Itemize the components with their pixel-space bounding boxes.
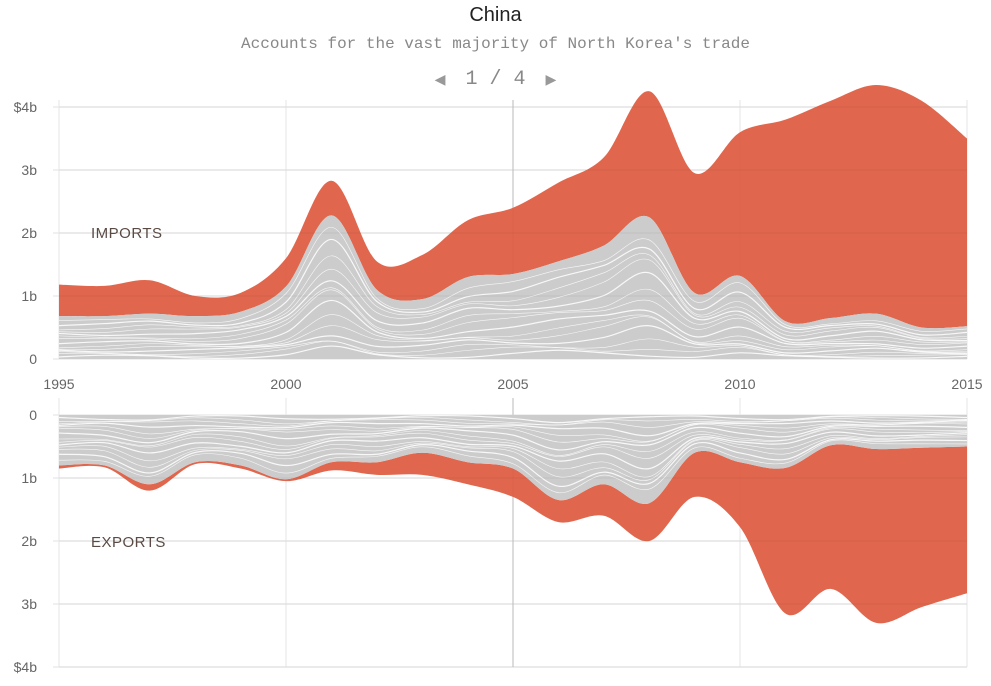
stratum-line: [58, 421, 968, 442]
stratum-line: [58, 426, 968, 456]
panel-label: IMPORTS: [91, 225, 163, 242]
exports-panel: 0 1b 2b 3b $4b EXPORTS: [14, 398, 968, 675]
page-indicator: 1 / 4: [465, 68, 526, 91]
stratum-line: [58, 428, 968, 459]
series-area-china: [59, 84, 967, 329]
chart-subtitle: Accounts for the vast majority of North …: [241, 35, 750, 53]
series-area-china: [59, 444, 967, 624]
x-tick-label: 1995: [43, 376, 74, 392]
stratum-line: [58, 436, 968, 481]
stratum-line: [58, 423, 968, 443]
x-tick-label: 2005: [497, 376, 528, 392]
stratum-line: [58, 238, 968, 336]
y-tick-label: $4b: [14, 99, 38, 115]
y-tick-label: 2b: [21, 533, 37, 549]
stratum-line: [58, 325, 968, 354]
y-tick-label: 3b: [21, 596, 37, 612]
series-area-other-countries: [59, 415, 967, 504]
stratum-line: [58, 226, 968, 332]
stratum-line: [58, 289, 968, 345]
stratum-line: [58, 438, 968, 487]
stratum-line: [58, 431, 968, 470]
y-tick-label: 0: [29, 351, 37, 367]
next-arrow-icon[interactable]: ▶: [545, 70, 557, 91]
y-tick-label: 0: [29, 407, 37, 423]
stratum-line: [58, 338, 968, 356]
panel-label: EXPORTS: [91, 534, 166, 551]
y-tick-label: 3b: [21, 162, 37, 178]
y-tick-label: $4b: [14, 659, 38, 675]
stratum-line: [58, 340, 968, 357]
y-tick-label: 1b: [21, 288, 37, 304]
x-tick-label: 2010: [724, 376, 755, 392]
y-tick-label: 2b: [21, 225, 37, 241]
stratum-line: [58, 314, 968, 352]
chart-title: China: [469, 4, 522, 26]
stratum-line: [58, 253, 968, 339]
imports-panel: 0 1b 2b 3b $4b IMPORTS 1995 2000 2005 2010 2015: [14, 84, 983, 392]
stratum-line: [58, 258, 968, 340]
prev-arrow-icon[interactable]: ◀: [434, 70, 446, 91]
stratum-line: [58, 434, 968, 478]
x-tick-label: 2015: [951, 376, 982, 392]
stratum-line: [58, 271, 968, 342]
stratum-line: [58, 414, 968, 424]
stratum-line: [58, 417, 968, 428]
stratum-line: [58, 425, 968, 451]
y-tick-label: 1b: [21, 470, 37, 486]
stratum-line: [58, 416, 968, 426]
stratum-line: [58, 287, 968, 343]
x-tick-label: 2000: [270, 376, 301, 392]
series-area-other-countries: [59, 215, 967, 359]
stratum-line: [58, 439, 968, 493]
pager: ◀ 1 / 4 ▶: [0, 68, 991, 91]
stratum-line: [58, 345, 968, 359]
stratum-line: [58, 299, 968, 349]
stratum-line: [58, 419, 968, 437]
stratum-line: [58, 316, 968, 353]
